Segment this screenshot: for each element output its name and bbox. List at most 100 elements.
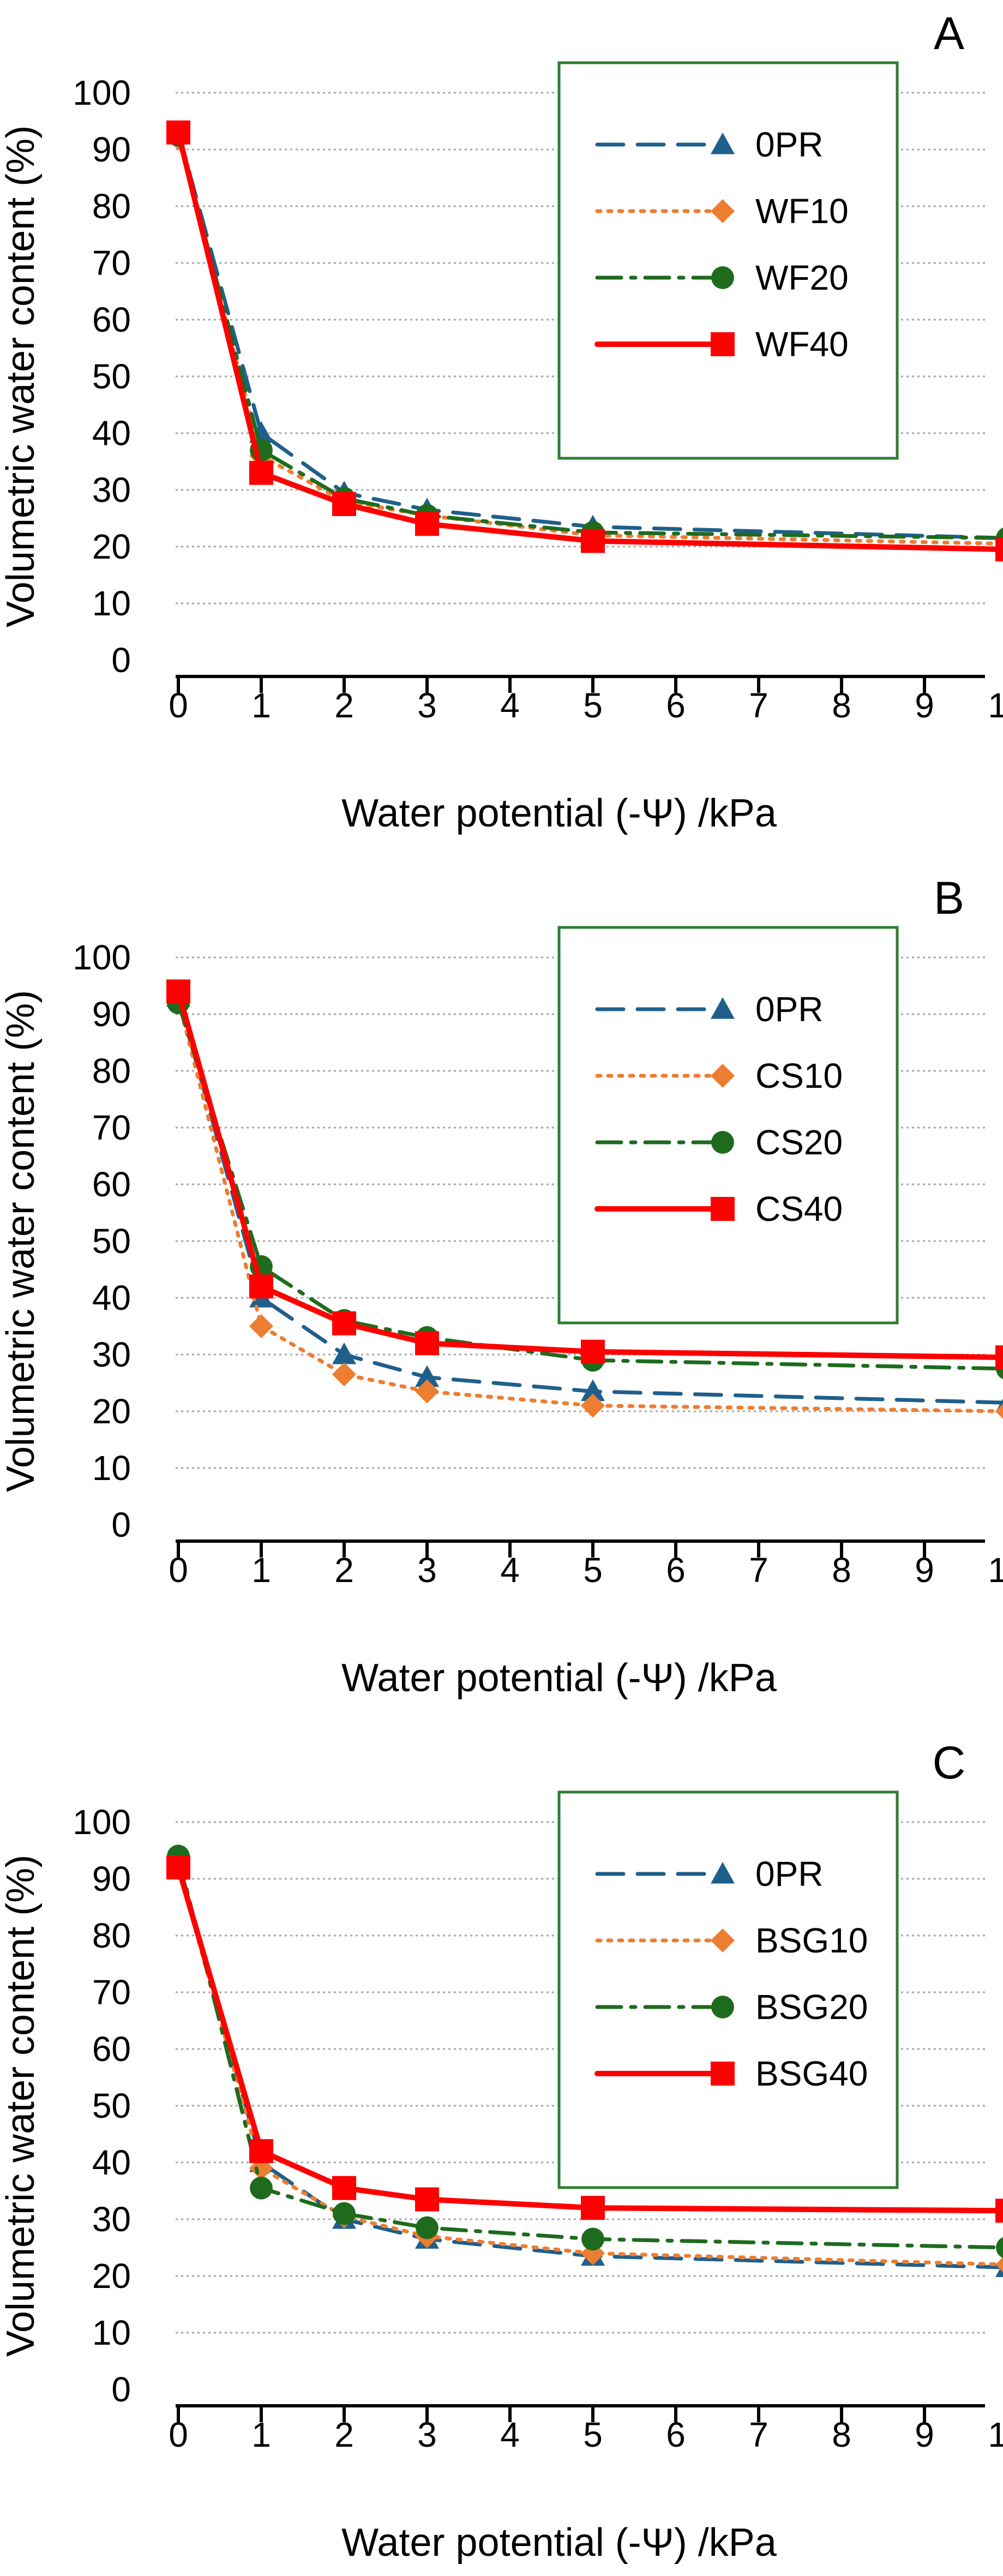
y-tick-label: 30 [92,470,131,510]
x-tick-label: 4 [500,2415,520,2454]
y-tick-label: 80 [92,1916,131,1955]
legend-label: BSG40 [755,2054,868,2093]
legend-label: 0PR [755,125,824,164]
y-tick-label: 100 [73,73,131,112]
y-tick-label: 50 [92,1221,131,1261]
data-point [249,1274,273,1299]
y-tick-label: 10 [92,584,131,623]
x-tick-label: 5 [583,1550,603,1590]
data-point [333,2202,356,2225]
panel-letter: C [933,1737,966,1788]
series-line [176,1854,1003,2250]
x-tick-label: 6 [666,2415,686,2454]
panel-letter: B [934,872,964,924]
x-tick-label: 9 [915,686,934,725]
legend-marker [711,133,735,154]
data-point [166,979,190,1004]
data-point [332,2176,356,2200]
y-axis-title: Volumetric water content (%) [0,990,43,1492]
x-tick-label: 7 [749,2415,768,2454]
data-point [166,120,190,145]
data-point [995,2257,1003,2273]
y-tick-label: 80 [92,187,131,226]
data-point [581,1379,605,1401]
legend-marker [711,997,735,1019]
legend-label: 0PR [755,1854,824,1894]
x-tick-label: 3 [417,2415,437,2454]
data-point [415,512,439,536]
x-tick-label: 6 [666,1550,686,1590]
series-line [176,130,1003,540]
x-tick-label: 10 [988,686,1003,725]
series-line [176,1865,1003,2267]
legend-label: BSG20 [755,1987,868,2027]
chart-panel-a: 0123456789100102030405060708090100Water … [0,8,1003,835]
data-point [332,1343,356,1364]
series-line [176,129,1003,553]
x-axis-title: Water potential (-Ψ) /kPa [341,1656,777,1700]
x-tick-label: 2 [334,1550,354,1590]
series-line [176,1001,1003,1371]
data-point [581,2241,605,2266]
legend-label: BSG10 [755,1921,868,1960]
legend-marker [711,1862,735,1884]
x-tick-label: 3 [417,686,437,725]
y-tick-label: 10 [92,2313,131,2352]
x-tick-label: 10 [988,1550,1003,1590]
data-point [249,2139,273,2164]
x-tick-label: 0 [169,2415,188,2454]
legend-label: WF20 [755,258,849,297]
data-point [249,460,273,485]
data-point [995,537,1003,562]
data-point [581,2196,605,2220]
legend-marker [711,199,735,223]
data-point [416,2216,439,2239]
data-point [995,2198,1003,2223]
x-tick-label: 6 [666,686,686,725]
data-point [249,2156,273,2180]
x-tick-label: 0 [169,686,188,725]
x-tick-label: 2 [334,686,354,725]
series-line [176,995,1003,1405]
legend-marker [711,332,735,356]
x-tick-label: 1 [251,686,271,725]
series-wf40 [166,120,1003,562]
x-tick-label: 5 [583,686,603,725]
legend-marker [711,1197,735,1221]
data-point [996,2237,1003,2259]
x-tick-label: 4 [500,686,520,725]
x-tick-label: 0 [169,1550,188,1590]
x-tick-label: 4 [500,1550,520,1590]
legend: 0PR CS10 CS20 CS40 [557,926,899,1325]
y-tick-label: 30 [92,1335,131,1374]
series-bsg40 [166,1855,1003,2223]
series-line [176,998,1003,1413]
y-tick-label: 30 [92,2200,131,2239]
legend-box [557,926,899,1325]
data-point [995,1404,1003,1419]
x-tick-label: 7 [749,686,768,725]
x-tick-label: 8 [832,686,851,725]
y-tick-label: 100 [73,1802,131,1842]
y-tick-label: 50 [92,357,131,396]
data-point [415,1379,439,1404]
legend-marker [711,1996,734,2018]
y-tick-label: 10 [92,1448,131,1488]
x-tick-label: 8 [832,2415,851,2454]
data-point [995,1345,1003,1370]
x-tick-label: 7 [749,1550,768,1590]
data-point [415,1331,439,1356]
y-tick-label: 60 [92,2029,131,2069]
data-point [332,492,356,516]
data-point [415,2187,439,2212]
legend-label: 0PR [755,990,824,1029]
legend-marker [711,1131,734,1154]
y-axis-title: Volumetric water content (%) [0,1855,43,2357]
legend-label: CS10 [755,1056,843,1095]
y-tick-label: 0 [111,1505,131,1544]
legend-box [557,1790,899,2189]
data-point [581,1393,605,1418]
data-point [166,1855,190,1880]
data-point [332,1362,356,1387]
